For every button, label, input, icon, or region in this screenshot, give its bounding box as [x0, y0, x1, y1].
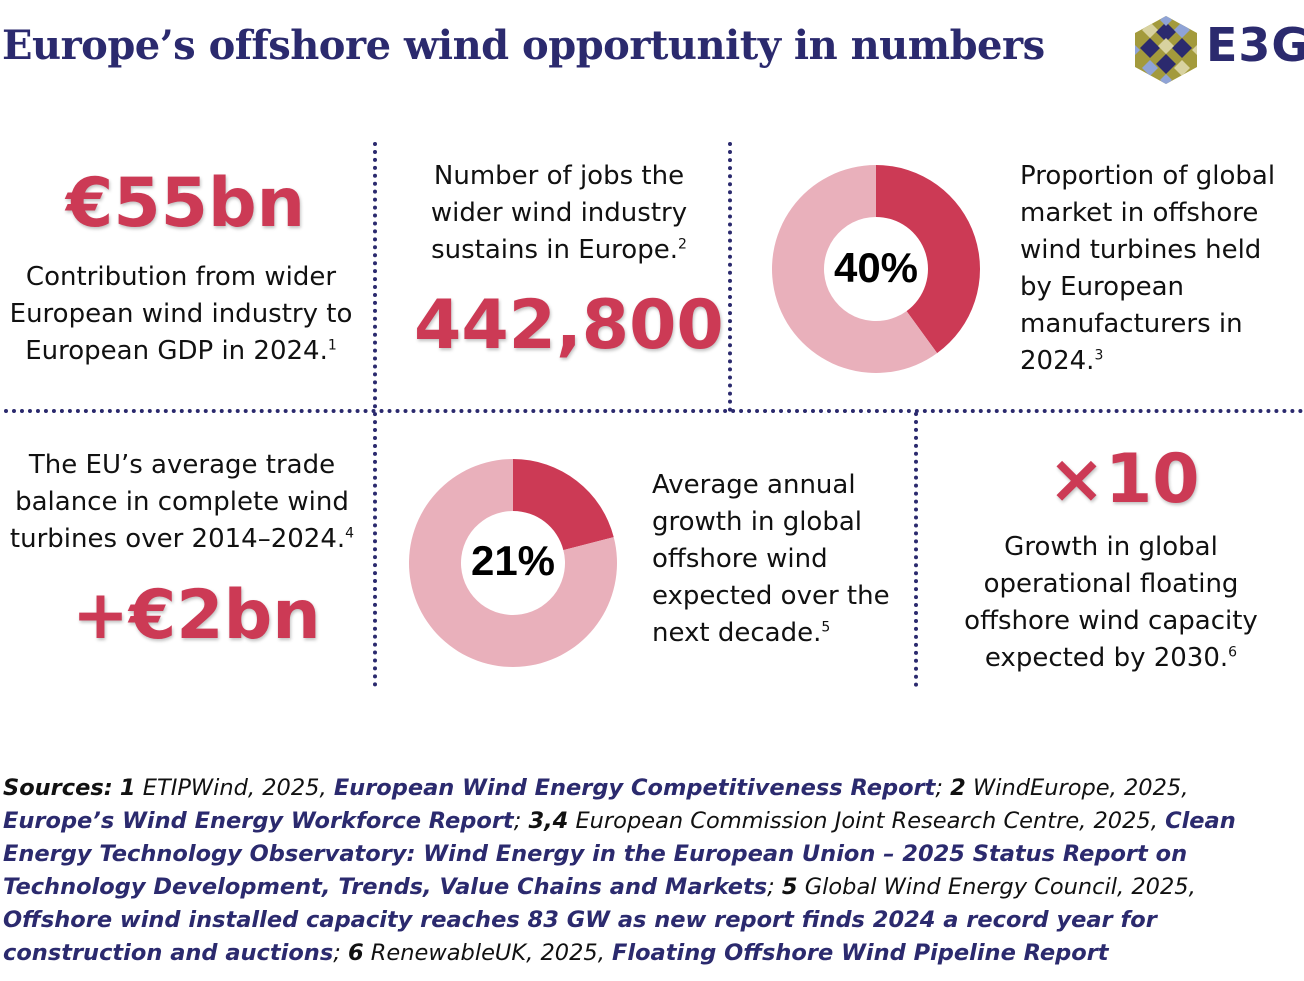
source-number: 2: [950, 775, 966, 801]
source-title-link[interactable]: Floating Offshore Wind Pipeline Report: [612, 940, 1109, 966]
source-org: ETIPWind, 2025,: [135, 775, 334, 801]
donut-slice-remainder: [409, 459, 617, 667]
stat-market-share-ref: 3: [1094, 347, 1104, 364]
source-number: 5: [781, 874, 798, 900]
stat-floating-ref: 6: [1228, 644, 1238, 661]
donut-slice-rest: [772, 165, 938, 373]
stat-trade-value: +€2bn: [72, 576, 321, 655]
growth-donut-chart: [409, 459, 617, 667]
sources-label: Sources:: [3, 775, 113, 801]
stat-trade-text: The EU’s average trade balance in comple…: [0, 447, 364, 558]
donut-slice-growth: [513, 459, 614, 551]
stat-trade-ref: 4: [345, 525, 355, 542]
source-title-link[interactable]: Europe’s Wind Energy Workforce Report: [3, 808, 514, 834]
sources-footnote: Sources: 1 ETIPWind, 2025, European Wind…: [3, 772, 1299, 970]
source-number: 6: [347, 940, 364, 966]
stat-jobs-value: 442,800: [414, 286, 724, 365]
source-separator: ;: [935, 775, 944, 801]
source-org: WindEurope, 2025,: [965, 775, 1189, 801]
stat-jobs-text: Number of jobs the wider wind industry s…: [418, 158, 700, 269]
stat-gdp-value: €55bn: [66, 164, 306, 243]
page-title: Europe’s offshore wind opportunity in nu…: [2, 22, 1045, 69]
stat-gdp-ref: 1: [327, 337, 337, 354]
stat-growth-description: Average annual growth in global offshore…: [652, 470, 890, 648]
source-org: Global Wind Energy Council, 2025,: [797, 874, 1196, 900]
divider-horizontal: [4, 409, 1304, 413]
logo-hexagon-icon: [1135, 16, 1197, 84]
source-org: RenewableUK, 2025,: [363, 940, 613, 966]
logo-text: E3G: [1206, 18, 1304, 72]
source-separator: ;: [767, 874, 775, 900]
stat-growth-text: Average annual growth in global offshore…: [652, 467, 897, 652]
stat-gdp-text: Contribution from wider European wind in…: [0, 259, 362, 370]
divider-vertical-3: [914, 412, 918, 687]
source-title-link[interactable]: Clean Energy Technology Observatory: Win…: [3, 808, 1236, 900]
market-share-donut-chart: [772, 165, 980, 373]
source-title-link[interactable]: European Wind Energy Competitiveness Rep…: [333, 775, 936, 801]
stat-market-share-text: Proportion of global market in offshore …: [1020, 158, 1292, 380]
market-share-donut-label: 40%: [833, 244, 919, 291]
stat-growth-ref: 5: [821, 619, 831, 636]
stat-jobs-description: Number of jobs the wider wind industry s…: [430, 161, 688, 265]
stat-trade-description: The EU’s average trade balance in comple…: [9, 450, 349, 554]
stat-floating-description: Growth in global operational floating of…: [964, 532, 1258, 673]
growth-donut-label: 21%: [470, 537, 556, 584]
stat-gdp-description: Contribution from wider European wind in…: [9, 262, 353, 366]
stat-floating-text: Growth in global operational floating of…: [954, 529, 1268, 677]
source-separator: ;: [333, 940, 341, 966]
source-number: 3,4: [528, 808, 569, 834]
stat-floating-value: ×10: [1048, 440, 1200, 519]
source-number: 1: [119, 775, 136, 801]
source-title-link[interactable]: Offshore wind installed capacity reaches…: [3, 907, 1157, 966]
donut-slice-european: [876, 165, 980, 354]
e3g-logo: E3G: [1130, 14, 1304, 86]
source-org: European Commission Joint Research Centr…: [568, 808, 1166, 834]
divider-vertical-1: [373, 142, 377, 687]
stat-jobs-ref: 2: [677, 236, 687, 253]
stat-market-share-description: Proportion of global market in offshore …: [1020, 161, 1276, 376]
divider-vertical-2: [728, 142, 732, 412]
source-separator: ;: [513, 808, 522, 834]
